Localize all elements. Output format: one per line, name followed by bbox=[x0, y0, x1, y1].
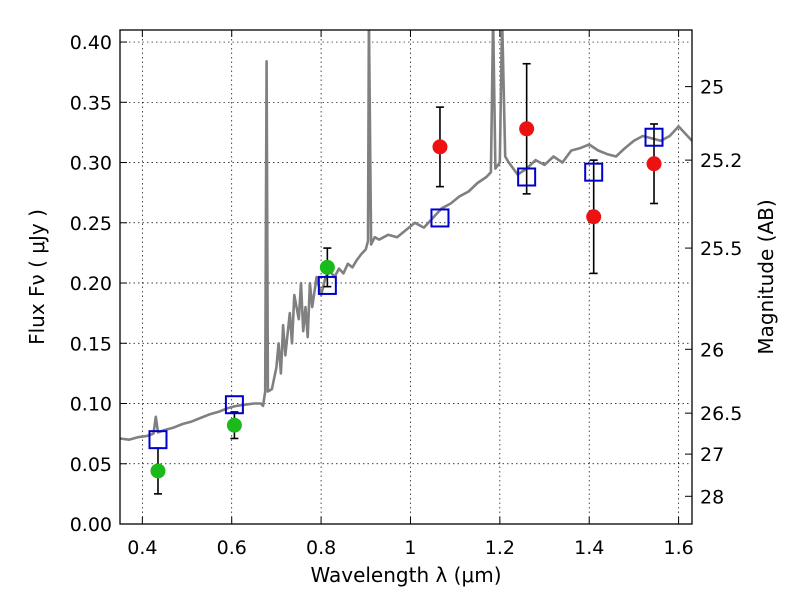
y-tick-label: 0.40 bbox=[70, 32, 112, 54]
x-axis: 0.4 0.6 0.8 1 1.2 1.4 1.6 bbox=[127, 30, 694, 559]
model-photometry-square bbox=[584, 162, 604, 182]
observed-flux-point bbox=[150, 463, 166, 479]
x-tick-label: 0.6 bbox=[217, 537, 247, 559]
y-tick-label: 0.20 bbox=[70, 273, 112, 295]
observed-flux-point bbox=[319, 259, 335, 275]
x-tick-label: 0.8 bbox=[306, 537, 336, 559]
y-axis-title: Flux Fν ( μJy ) bbox=[25, 209, 49, 345]
y-axis-right-title: Magnitude (AB) bbox=[754, 199, 778, 354]
model-photometry-square bbox=[148, 430, 168, 450]
right-tick-label: 27 bbox=[700, 444, 724, 466]
right-tick-label: 26.5 bbox=[700, 403, 742, 425]
y-tick-label: 0.25 bbox=[70, 213, 112, 235]
right-tick-label: 25.2 bbox=[700, 150, 742, 172]
plot-frame bbox=[119, 29, 693, 525]
plot-area bbox=[120, 30, 692, 524]
right-tick-label: 28 bbox=[700, 486, 724, 508]
y-tick-label: 0.30 bbox=[70, 153, 112, 175]
right-tick-label: 25 bbox=[700, 77, 724, 99]
observed-flux-point bbox=[432, 139, 448, 155]
model-photometry-square bbox=[224, 395, 244, 415]
observed-flux-point bbox=[646, 156, 662, 172]
x-axis-title: Wavelength λ (μm) bbox=[310, 563, 501, 587]
x-tick-label: 1.6 bbox=[663, 537, 693, 559]
model-photometry-square bbox=[430, 208, 450, 228]
y-tick-label: 0.15 bbox=[70, 333, 112, 355]
model-photometry-square bbox=[317, 275, 337, 295]
y-axis-left: 0.00 0.05 0.10 0.15 0.20 0.25 0.30 0.35 0.40 bbox=[70, 32, 127, 536]
model-photometry-square bbox=[517, 167, 537, 187]
data-markers bbox=[148, 121, 664, 479]
observed-flux-point bbox=[586, 209, 602, 225]
x-tick-label: 1.2 bbox=[485, 537, 515, 559]
x-tick-label: 0.4 bbox=[127, 537, 157, 559]
right-tick-label: 26 bbox=[700, 339, 724, 361]
y-axis-right: 25 25.2 25.5 26 26.5 27 28 bbox=[685, 77, 742, 508]
observed-flux-point bbox=[519, 121, 535, 137]
y-tick-label: 0.00 bbox=[70, 514, 112, 536]
model-photometry-square bbox=[644, 127, 664, 147]
observed-flux-point bbox=[226, 417, 242, 433]
x-tick-label: 1 bbox=[404, 537, 416, 559]
x-tick-label: 1.4 bbox=[574, 537, 604, 559]
y-tick-label: 0.05 bbox=[70, 454, 112, 476]
y-tick-label: 0.35 bbox=[70, 92, 112, 114]
right-tick-label: 25.5 bbox=[700, 238, 742, 260]
y-tick-label: 0.10 bbox=[70, 394, 112, 416]
